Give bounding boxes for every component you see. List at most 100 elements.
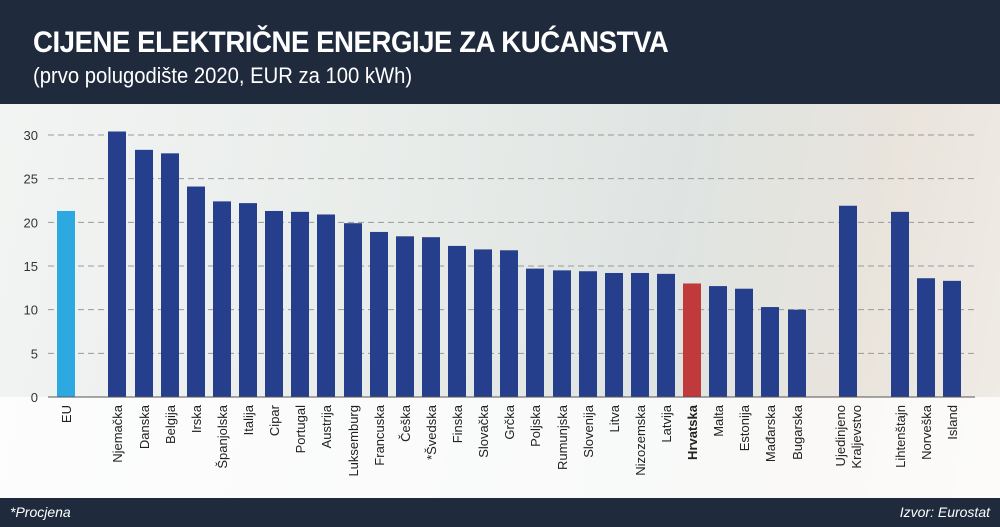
x-tick-label: Malta	[711, 404, 726, 437]
bar	[500, 250, 518, 397]
x-tick-label-group: Slovenija	[581, 404, 596, 458]
x-tick-label: Mađarska	[763, 404, 778, 462]
bar	[526, 268, 544, 397]
bar	[943, 280, 961, 397]
bar	[631, 272, 649, 397]
x-tick-label-group: Češka	[398, 404, 413, 442]
bar	[553, 270, 571, 397]
x-tick-label-group: Ujedinjeno Kraljevstvo	[833, 405, 864, 469]
bar	[396, 236, 414, 397]
chart-title: CIJENE ELEKTRIČNE ENERGIJE ZA KUĆANSTVA	[33, 26, 669, 59]
x-tick-label-group: *Švedska	[424, 404, 439, 460]
bar	[605, 272, 623, 397]
bar	[422, 237, 440, 397]
x-tick-label: Island	[945, 405, 960, 440]
x-tick-label-group: Italija	[241, 404, 256, 435]
bar	[761, 307, 779, 397]
x-tick-label: EU	[59, 405, 74, 423]
x-tick-label: Irska	[189, 404, 204, 433]
x-tick-label: Cipar	[267, 404, 282, 436]
source-note: Izvor: Eurostat	[899, 504, 990, 520]
y-tick-label: 10	[24, 303, 38, 318]
x-tick-label: *Švedska	[424, 404, 439, 460]
bar	[291, 211, 309, 397]
x-tick-label-group: Slovačka	[476, 404, 491, 458]
x-tick-label: Danska	[137, 404, 152, 449]
x-tick-label-group: Island	[945, 405, 960, 440]
x-tick-label-group: Grčka	[502, 404, 517, 439]
bar	[839, 205, 857, 397]
y-tick-label: 0	[31, 390, 38, 405]
x-tick-label: Bugarska	[790, 404, 805, 460]
bar	[474, 249, 492, 397]
x-tick-label-group: Litva	[607, 404, 622, 432]
x-tick-label-group: Lihtenštajn	[893, 405, 908, 468]
x-tick-label: Latvija	[659, 404, 674, 442]
x-tick-label: Slovačka	[476, 404, 491, 458]
y-tick-label: 25	[24, 172, 38, 187]
x-tick-label-group: Austrija	[319, 404, 334, 448]
bar	[265, 210, 283, 397]
bar	[57, 210, 75, 397]
bar	[135, 149, 153, 397]
x-tick-label: Norveška	[919, 404, 934, 460]
x-tick-label: Francuska	[372, 404, 387, 465]
y-tick-label: 20	[24, 215, 38, 230]
x-tick-label-group: Luksemburg	[346, 405, 361, 477]
x-tick-label-group: Belgija	[163, 404, 178, 444]
x-tick-label: Grčka	[502, 404, 517, 439]
chart-subtitle: (prvo polugodište 2020, EUR za 100 kWh)	[33, 63, 413, 88]
bar	[917, 278, 935, 397]
x-tick-label: Italija	[241, 404, 256, 435]
bar	[161, 153, 179, 397]
x-tick-label: Luksemburg	[346, 405, 361, 477]
bar	[709, 286, 727, 397]
footer-bar: *Procjena Izvor: Eurostat	[0, 498, 1000, 527]
x-tick-label-group: Francuska	[372, 404, 387, 465]
x-tick-label: Estonija	[737, 404, 752, 451]
x-tick-label-group: Bugarska	[790, 404, 805, 460]
bar	[108, 131, 126, 398]
bar	[657, 273, 675, 397]
x-tick-label-group: Mađarska	[763, 404, 778, 462]
x-tick-label-group: Nizozemska	[633, 404, 648, 476]
x-tick-label-group: Cipar	[267, 404, 282, 436]
x-tick-label: Hrvatska	[685, 404, 700, 460]
x-tick-label: Slovenija	[581, 404, 596, 458]
x-tick-label-group: Latvija	[659, 404, 674, 442]
x-tick-label: Njemačka	[110, 404, 125, 463]
x-tick-label-group: Portugal	[293, 405, 308, 454]
y-tick-label: 15	[24, 259, 38, 274]
x-tick-label: Španjolska	[215, 404, 230, 468]
x-tick-label: Portugal	[293, 405, 308, 454]
x-tick-label-group: Danska	[137, 404, 152, 449]
bar	[239, 203, 257, 397]
footnote: *Procjena	[10, 504, 71, 520]
x-tick-label-group: Njemačka	[110, 404, 125, 463]
bar	[579, 271, 597, 397]
bar	[735, 288, 753, 397]
bar	[187, 186, 205, 397]
bar	[370, 231, 388, 397]
x-tick-label: Poljska	[528, 404, 543, 447]
x-tick-label: Ujedinjeno	[833, 405, 848, 466]
x-tick-label: Češka	[398, 404, 413, 442]
header-bar: CIJENE ELEKTRIČNE ENERGIJE ZA KUĆANSTVA …	[0, 0, 1000, 104]
x-tick-label-group: Finska	[450, 404, 465, 443]
x-tick-label: Finska	[450, 404, 465, 443]
x-tick-label: Rumunjska	[555, 404, 570, 470]
bar	[213, 201, 231, 397]
bar	[344, 223, 362, 397]
x-tick-label: Kraljevstvo	[849, 405, 864, 469]
x-tick-label: Litva	[607, 404, 622, 432]
x-tick-label: Nizozemska	[633, 404, 648, 476]
bar	[788, 309, 806, 397]
x-tick-label-group: EU	[59, 405, 74, 423]
x-tick-label-group: Španjolska	[215, 404, 230, 468]
bar	[891, 211, 909, 397]
x-tick-label: Lihtenštajn	[893, 405, 908, 468]
bar	[683, 283, 701, 397]
x-tick-label-group: Norveška	[919, 404, 934, 460]
x-tick-label-group: Irska	[189, 404, 204, 433]
